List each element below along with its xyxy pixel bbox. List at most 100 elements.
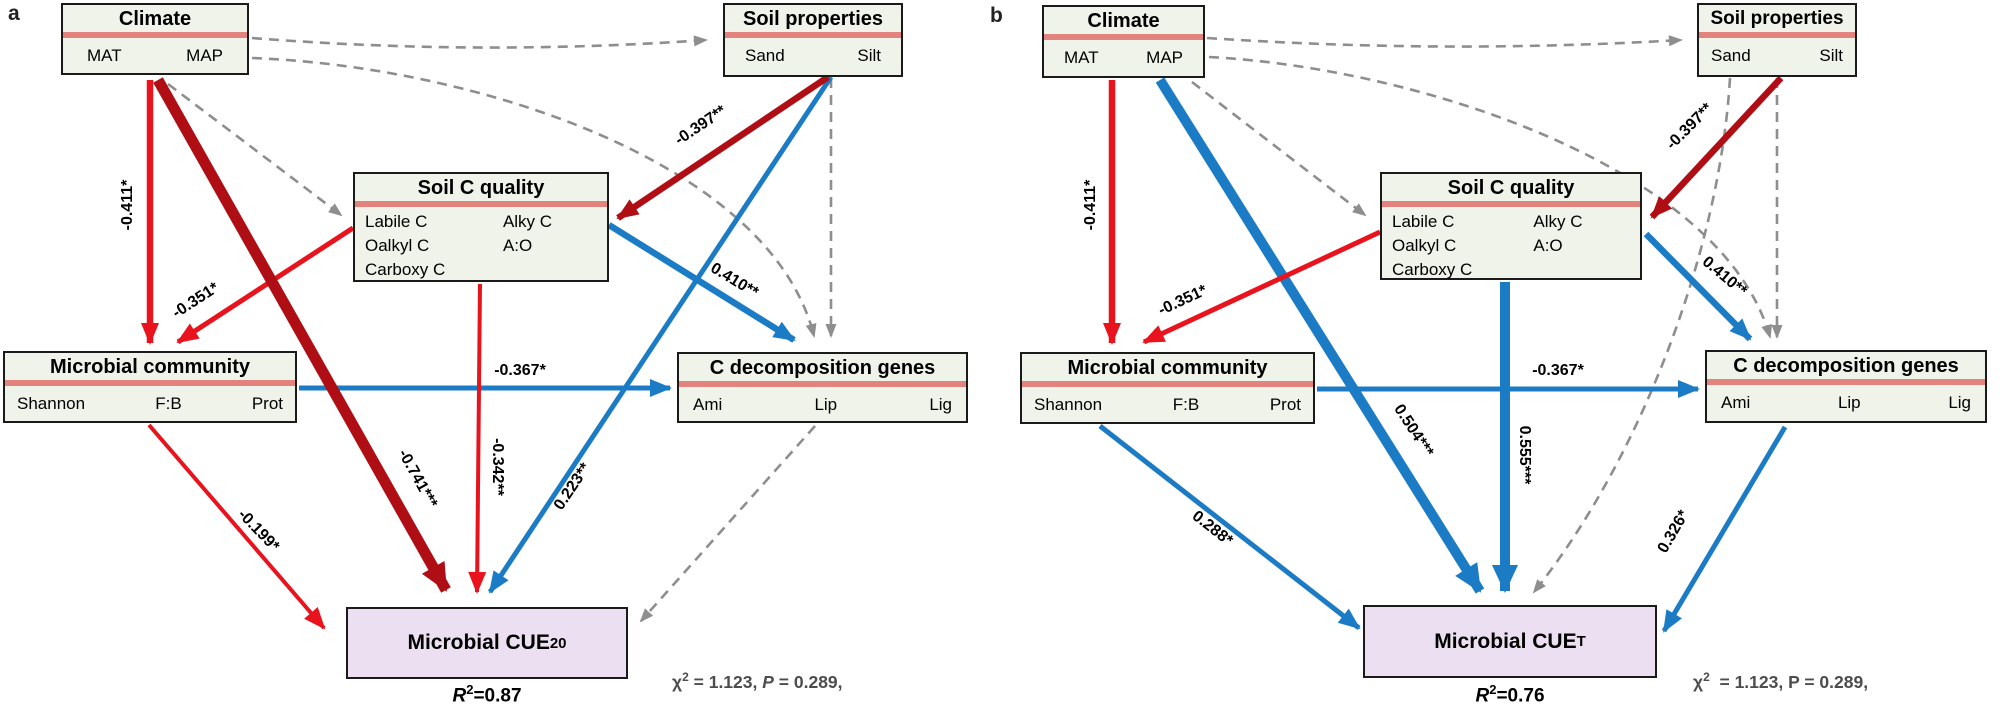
c-decomposition-genes-box-b: C decomposition genes Ami Lip Lig (1705, 350, 1987, 423)
indicator: Ami (1721, 393, 1751, 412)
indicator: Shannon (1034, 395, 1103, 414)
cue-subscript: T (1576, 633, 1586, 650)
indicator: Alky C (1533, 212, 1583, 231)
arrow-a-soil-c-quality-to-cue (468, 283, 487, 594)
indicator: Prot (251, 394, 283, 413)
box-title: Microbial community (1067, 357, 1268, 379)
panel-b-letter: b (990, 4, 1003, 27)
accent-bar (1382, 201, 1640, 207)
path-coefficient: -0.351* (1155, 281, 1210, 320)
arrow-a-microbial-community-to-cue (147, 423, 326, 630)
accent-bar (1044, 34, 1203, 40)
arrow-b-soil-properties-to-cue (1532, 77, 1732, 594)
path-coefficient: -0.351* (169, 279, 222, 322)
indicator: Alky C (502, 212, 553, 231)
arrow-a-soil-properties-to-cue (487, 75, 834, 594)
box-title: Climate (118, 8, 192, 30)
indicator: Lig (929, 395, 952, 414)
indicator: A:O (1533, 236, 1563, 255)
path-coefficient: 0.504*** (1390, 401, 1437, 460)
microbial-community-box-a: Microbial community Shannon F:B Prot (3, 351, 297, 423)
indicator: Prot (1269, 395, 1301, 414)
climate-box-a: Climate MAT MAP (61, 3, 249, 75)
arrow-a-c-decomposition-genes-to-cue (639, 425, 816, 623)
accent-bar (63, 32, 247, 38)
box-title: Soil properties (742, 8, 884, 30)
r-squared-a: R2=0.87 (452, 682, 522, 707)
accent-bar (1022, 381, 1313, 387)
indicator: MAP (186, 46, 223, 65)
box-title: C decomposition genes (1733, 355, 1959, 377)
cue-title: Microbial CUE (1434, 629, 1577, 653)
soil-c-quality-box-b: Soil C quality Labile C Alky C Oalkyl C … (1380, 172, 1642, 280)
arrow-a-climate-to-soil-c-quality (167, 82, 343, 217)
climate-box-b: Climate MAT MAP (1042, 5, 1205, 78)
indicator: Labile C (1392, 212, 1455, 231)
path-coefficient: -0.199* (234, 506, 283, 556)
path-coefficient: 0.410** (707, 259, 762, 302)
soil-properties-box-b: Soil properties Sand Silt (1697, 3, 1857, 77)
indicator: F:B (155, 394, 182, 413)
soil-properties-box-a: Soil properties Sand Silt (723, 3, 903, 77)
path-coefficient: 0.223** (550, 460, 595, 514)
soil-c-quality-box-a: Soil C quality Labile C Alky C Oalkyl C … (353, 172, 609, 282)
indicator: Carboxy C (1392, 260, 1473, 279)
path-coefficient: -0.397** (671, 102, 730, 149)
box-title: Soil properties (1710, 8, 1844, 29)
arrow-b-climate-to-soil-properties (1206, 35, 1683, 48)
arrow-b-soil-c-quality-to-microbial-community (1142, 229, 1382, 345)
path-coefficient: -0.342** (489, 438, 506, 496)
fit-statistics-a: χ2 = 1.123, P = 0.289, GFI=0.997,CFI=0.9… (672, 670, 843, 692)
accent-bar (725, 32, 901, 38)
path-coefficient: -0.411* (1082, 179, 1099, 231)
indicator: Sand (745, 46, 785, 65)
indicator: F:B (1172, 395, 1200, 414)
indicator: Shannon (17, 394, 86, 413)
path-coefficient: -0.367* (494, 362, 546, 379)
arrow-b-climate-to-soil-c-quality (1191, 80, 1367, 217)
indicator: Sand (1711, 46, 1751, 65)
accent-bar (5, 380, 295, 386)
cue-subscript: 20 (549, 634, 567, 652)
panel-a-letter: a (8, 2, 20, 25)
indicator: Oalkyl C (365, 236, 430, 255)
box-title: C decomposition genes (709, 357, 936, 379)
accent-bar (1707, 379, 1985, 385)
indicator: A:O (502, 236, 533, 255)
indicator: Ami (693, 395, 723, 414)
box-title: Soil C quality (1447, 177, 1575, 199)
box-title: Climate (1087, 10, 1160, 32)
indicator: MAT (87, 46, 122, 65)
box-title: Microbial community (49, 356, 251, 378)
indicator: Lip (814, 395, 838, 414)
box-title: Soil C quality (417, 177, 545, 199)
indicator: Labile C (365, 212, 428, 231)
indicator: Carboxy C (365, 260, 446, 279)
path-coefficient: 0.555*** (1516, 425, 1533, 485)
indicator: Oalkyl C (1392, 236, 1457, 255)
accent-bar (355, 201, 607, 207)
microbial-cueT-box: Microbial CUE T (1363, 605, 1657, 678)
c-decomposition-genes-box-a: C decomposition genes Ami Lip Lig (677, 352, 968, 423)
indicator: Silt (857, 46, 881, 65)
indicator: Lig (1948, 393, 1971, 412)
arrow-a-soil-properties-to-soil-c-quality (616, 74, 830, 221)
fit-statistics-b: χ2 = 1.123, P = 0.289, GFI=0.989,CFI=0.9… (1693, 670, 1869, 692)
path-coefficient: 0.410** (1698, 253, 1750, 301)
path-coefficient: 0.288* (1188, 507, 1236, 550)
indicator: MAP (1146, 48, 1183, 67)
accent-bar (1699, 32, 1855, 38)
path-coefficient: -0.367* (1532, 362, 1584, 379)
path-coefficient: 0.326* (1654, 507, 1693, 557)
path-coefficient: -0.411* (119, 179, 136, 231)
microbial-community-box-b: Microbial community Shannon F:B Prot (1020, 352, 1315, 424)
indicator: Silt (1819, 46, 1843, 65)
accent-bar (679, 381, 966, 387)
path-coefficient: -0.741*** (394, 446, 441, 511)
arrow-a-soil-c-quality-to-c-decomposition-genes (607, 222, 796, 343)
r-squared-b: R2=0.76 (1475, 682, 1545, 707)
arrow-b-microbial-community-to-cue (1098, 424, 1361, 630)
indicator: Lip (1837, 393, 1861, 412)
microbial-cue20-box: Microbial CUE 20 (346, 607, 628, 679)
